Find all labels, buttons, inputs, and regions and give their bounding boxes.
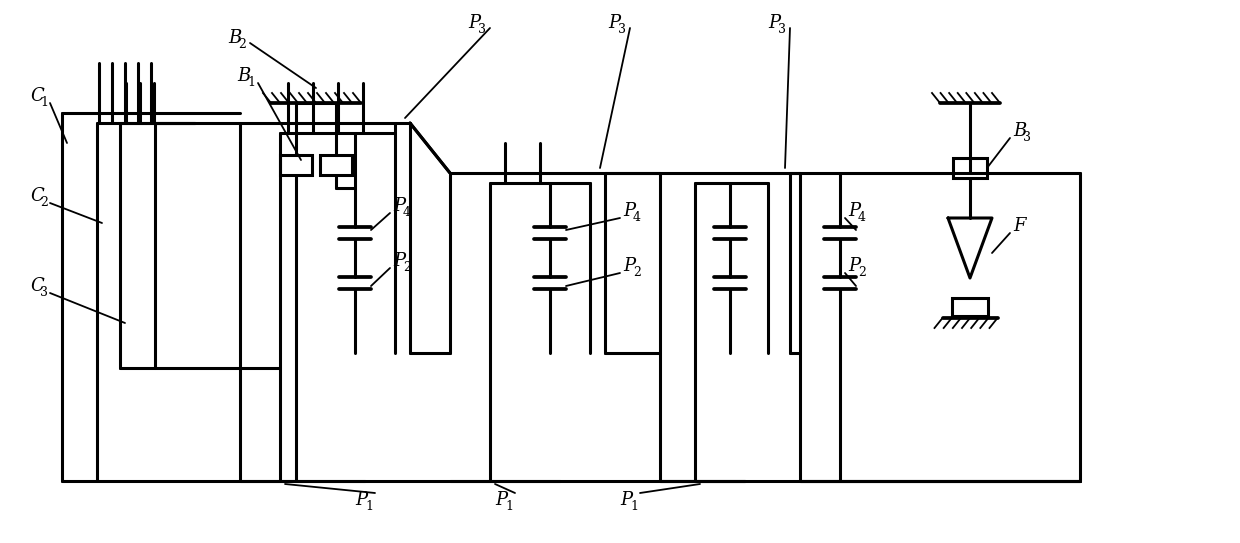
Text: 2: 2	[238, 37, 246, 50]
Text: 3: 3	[618, 22, 626, 35]
Text: 1: 1	[365, 500, 373, 513]
Text: P: P	[495, 491, 507, 509]
Bar	[280, 155, 312, 175]
Text: P: P	[768, 14, 780, 32]
Text: 3: 3	[40, 286, 48, 299]
Text: 1: 1	[40, 96, 48, 109]
Text: 3: 3	[777, 22, 786, 35]
Text: P: P	[620, 491, 632, 509]
Text: B: B	[237, 67, 250, 85]
Text: C: C	[30, 277, 43, 295]
Text: 3: 3	[477, 22, 486, 35]
Bar	[954, 158, 987, 178]
Text: 1: 1	[247, 75, 255, 89]
Bar	[320, 155, 352, 175]
Text: P: P	[848, 202, 861, 220]
Text: 2: 2	[632, 266, 641, 279]
Text: P: P	[355, 491, 367, 509]
Text: 2: 2	[40, 195, 48, 209]
Text: C: C	[30, 87, 43, 105]
Bar	[952, 298, 988, 316]
Text: B: B	[1013, 122, 1027, 140]
Text: 2: 2	[403, 261, 410, 274]
Text: P: P	[622, 202, 635, 220]
Text: P: P	[608, 14, 620, 32]
Text: 4: 4	[632, 211, 641, 224]
Text: P: P	[393, 197, 405, 215]
Text: 1: 1	[630, 500, 639, 513]
Text: C: C	[30, 187, 43, 205]
Text: 4: 4	[858, 211, 866, 224]
Text: P: P	[393, 252, 405, 270]
Text: P: P	[467, 14, 480, 32]
Text: P: P	[848, 257, 861, 275]
Text: B: B	[228, 29, 242, 47]
Text: 1: 1	[505, 500, 513, 513]
Text: F: F	[1013, 217, 1025, 235]
Text: 4: 4	[403, 205, 410, 218]
Text: P: P	[622, 257, 635, 275]
Text: 2: 2	[858, 266, 866, 279]
Text: 3: 3	[1023, 130, 1030, 143]
